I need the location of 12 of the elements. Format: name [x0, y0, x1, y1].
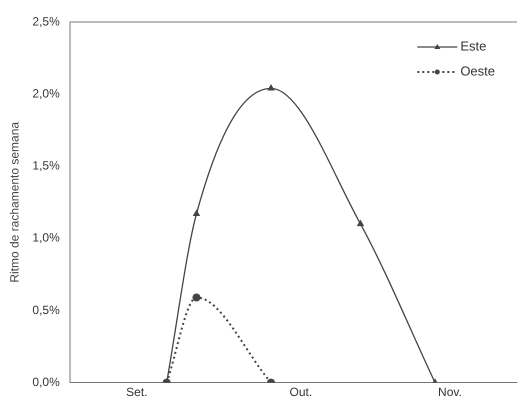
y-tick-label: 1,0%: [32, 230, 60, 245]
legend-label: Este: [460, 38, 486, 54]
x-tick-label: Nov.: [438, 385, 462, 400]
y-tick-label: 0,0%: [32, 374, 60, 389]
y-tick-label: 0,5%: [32, 302, 60, 317]
y-tick-label: 1,5%: [32, 158, 60, 173]
x-tick-label: Out.: [289, 385, 312, 400]
y-tick-label: 2,5%: [32, 14, 60, 28]
y-axis-title: Ritmo de rachamento semana: [8, 122, 22, 283]
x-tick-label: Set.: [126, 385, 148, 400]
y-tick-label: 2,0%: [32, 86, 60, 100]
legend-label: Oeste: [460, 64, 496, 79]
